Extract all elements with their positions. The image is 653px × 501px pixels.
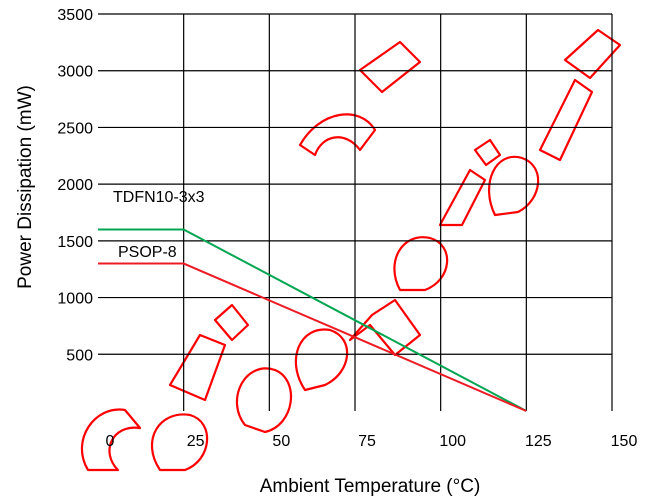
x-tick-label: 50 — [272, 433, 290, 450]
y-tick-label: 3500 — [57, 7, 93, 24]
watermark-stroke — [294, 328, 349, 392]
y-axis-title: Power Dissipation (mW) — [15, 85, 36, 289]
y-tick-label: 2500 — [57, 120, 93, 137]
watermark-stroke — [438, 138, 502, 227]
series-labels: TDFN10-3x3 PSOP-8 — [113, 189, 205, 261]
x-tick-label: 125 — [525, 433, 552, 450]
y-tick-label: 1500 — [57, 234, 93, 251]
watermark-stroke — [80, 408, 142, 472]
series-label: PSOP-8 — [118, 244, 177, 261]
watermark-stroke — [538, 78, 594, 162]
watermark-stroke — [298, 113, 377, 157]
x-tick-label: 0 — [106, 433, 115, 450]
x-tick-label: 150 — [611, 433, 638, 450]
x-axis-ticks: 0 25 50 75 100 125 150 — [106, 433, 638, 450]
y-tick-label: 500 — [66, 347, 93, 364]
series-label: TDFN10-3x3 — [113, 189, 205, 206]
watermark-stroke — [150, 413, 209, 472]
x-tick-label: 100 — [439, 433, 466, 450]
watermark-stroke — [563, 28, 622, 80]
series-line-psop-8 — [98, 262, 527, 412]
confidential-watermark — [80, 28, 622, 472]
watermark-stroke — [348, 298, 422, 357]
watermark-stroke — [168, 303, 250, 402]
y-tick-label: 2000 — [57, 177, 93, 194]
series-layer — [98, 228, 527, 412]
y-tick-label: 3000 — [57, 64, 93, 81]
watermark-stroke — [393, 236, 449, 292]
x-axis-title: Ambient Temperature (°C) — [260, 476, 481, 497]
y-axis-ticks: 500 1000 1500 2000 2500 3000 3500 — [57, 7, 93, 364]
watermark-stroke — [488, 155, 540, 217]
watermark-stroke — [235, 367, 293, 434]
x-tick-label: 25 — [187, 433, 205, 450]
plot-grid — [98, 13, 613, 411]
x-tick-label: 75 — [358, 433, 376, 450]
watermark-stroke — [358, 40, 422, 94]
y-tick-label: 1000 — [57, 291, 93, 308]
series-line-tdfn10-3x3 — [98, 228, 527, 412]
